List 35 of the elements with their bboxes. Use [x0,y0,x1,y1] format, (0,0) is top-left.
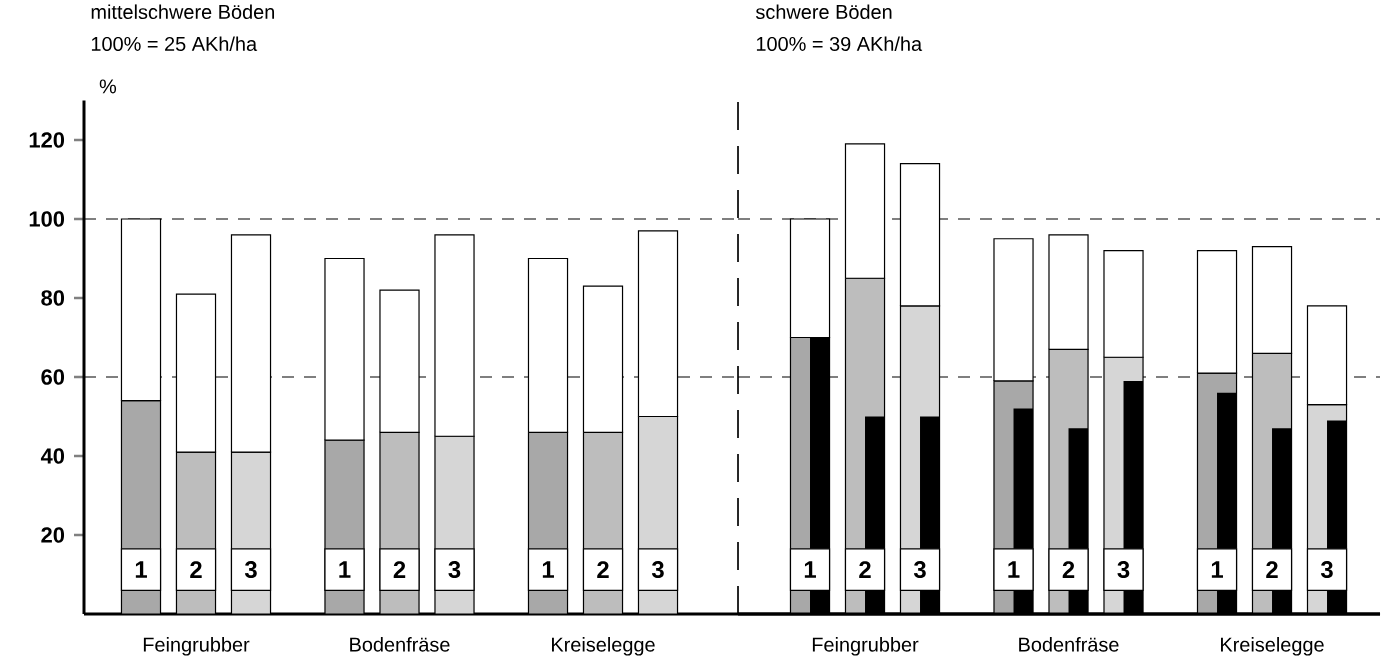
x-tick-label: 1 [1211,561,1223,578]
x-tick-label: 1 [542,561,554,578]
y-tick-label: 120 [29,132,65,148]
y-axis-title: % [99,79,117,94]
x-tick-label: 1 [135,561,147,578]
text: Kreiselegge [552,637,655,656]
x-tick-label: 2 [859,561,871,578]
x-tick-label: 3 [1117,561,1130,579]
x-tick-label: 2 [1062,561,1075,578]
text: Feingrubber [143,637,250,656]
x-tick-label: 1 [339,561,351,578]
y-tick-label: 100 [29,211,65,227]
x-tick-label: 2 [190,561,202,578]
chart-subtitle: 100% = 25 AKh/ha [91,36,258,52]
chart-title: schwere Böden [755,4,892,20]
x-tick-label: 2 [597,561,609,578]
chart-title: mittelschwere Böden [91,4,275,20]
text: Bodenfräse [1019,637,1119,652]
x-tick-label: 2 [1266,561,1278,578]
chart-subtitle: 100% = 39 AKh/ha [756,36,923,52]
x-tick-label: 3 [244,561,257,579]
x-tick-label: 2 [393,561,406,578]
x-tick-label: 3 [1320,561,1333,579]
text: Bodenfräse [350,637,450,652]
y-tick-label: 80 [41,290,65,306]
text: Kreiselegge [1221,637,1324,656]
x-tick-label: 1 [804,561,816,578]
y-tick-label: 60 [41,369,65,385]
y-tick-label: 40 [40,448,65,464]
x-tick-label: 3 [913,561,926,579]
x-tick-label: 3 [448,561,461,579]
x-tick-label: 3 [651,561,664,579]
x-tick-label: 1 [1008,561,1020,578]
y-tick-label: 20 [41,527,65,543]
text: Feingrubber [812,637,919,656]
